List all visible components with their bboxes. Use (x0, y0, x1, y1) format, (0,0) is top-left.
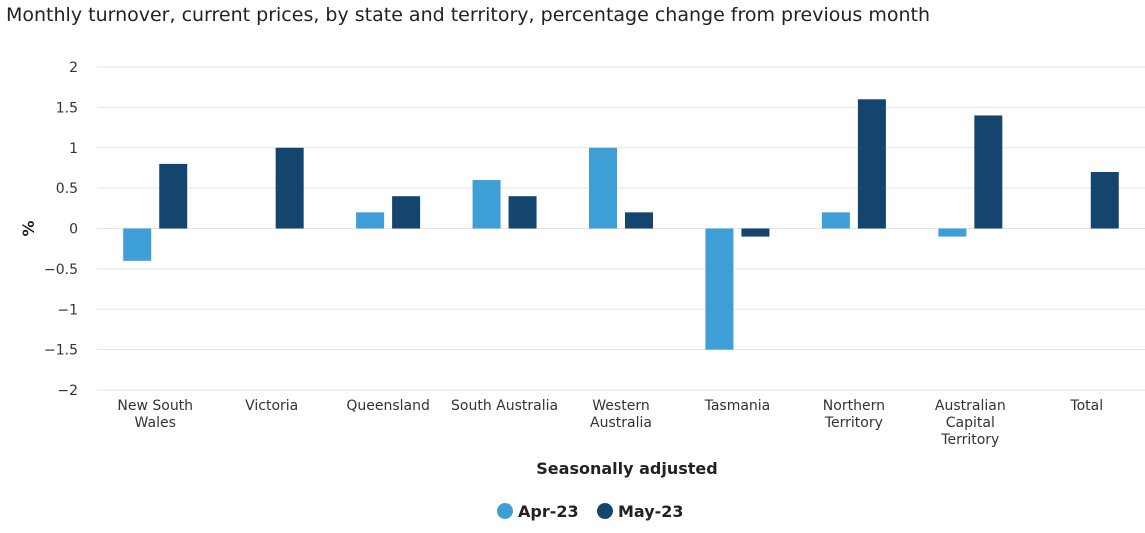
bar-apr[interactable] (123, 228, 152, 261)
x-axis-title: Seasonally adjusted (536, 459, 717, 478)
x-category-label: New South Wales (117, 398, 193, 431)
y-tick-label: 0 (69, 222, 78, 238)
bar-may[interactable] (625, 212, 653, 229)
bar-apr[interactable] (356, 212, 385, 229)
y-tick-label: 2 (69, 60, 78, 76)
x-category-label: Australian Capital Territory (935, 398, 1006, 448)
legend-label-apr[interactable]: Apr‑23 (518, 502, 579, 521)
y-tick-label: 1 (69, 141, 78, 157)
y-tick-label: 1.5 (56, 100, 78, 116)
y-tick-label: −2 (57, 383, 78, 399)
y-tick-label: 0.5 (56, 181, 78, 197)
y-tick-label: −1 (57, 302, 78, 318)
bar-apr[interactable] (705, 228, 734, 350)
x-category-label: Western Australia (590, 398, 652, 431)
x-category-label: South Australia (451, 398, 558, 414)
bar-apr[interactable] (938, 228, 967, 237)
bar-apr[interactable] (821, 212, 850, 229)
bar-may[interactable] (974, 115, 1003, 229)
chart-title: Monthly turnover, current prices, by sta… (6, 4, 930, 26)
bar-may[interactable] (159, 163, 188, 229)
x-category-label: Northern Territory (823, 398, 885, 431)
bar-apr[interactable] (472, 180, 501, 229)
x-category-label: Victoria (245, 398, 298, 414)
bar-may[interactable] (392, 196, 421, 229)
bar-may[interactable] (857, 99, 886, 229)
legend-label-may[interactable]: May‑23 (618, 502, 684, 521)
x-category-label: Queensland (346, 398, 430, 414)
y-axis-title: % (19, 220, 38, 236)
bar-may[interactable] (508, 196, 537, 229)
bar-may[interactable] (1090, 171, 1119, 229)
legend-marker-may[interactable] (597, 503, 613, 519)
y-tick-label: −1.5 (44, 343, 78, 359)
legend-marker-apr[interactable] (497, 503, 513, 519)
x-category-label: Tasmania (704, 398, 771, 414)
bar-may[interactable] (275, 147, 304, 229)
x-category-label: Total (1069, 398, 1103, 414)
bar-may[interactable] (741, 228, 770, 237)
bar-apr[interactable] (589, 147, 617, 229)
y-tick-label: −0.5 (44, 262, 78, 278)
